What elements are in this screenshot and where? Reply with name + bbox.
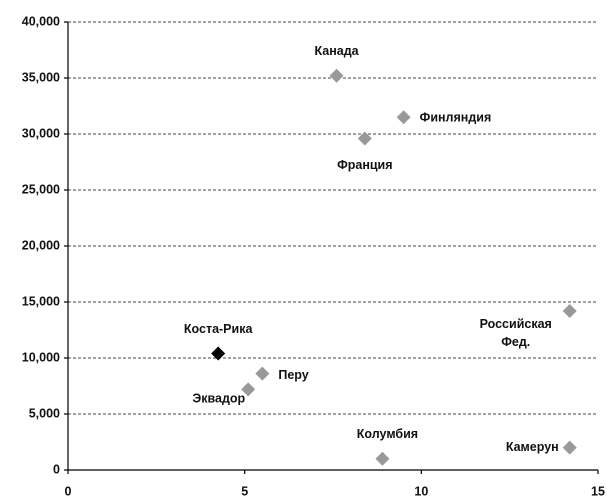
- point: [396, 110, 411, 125]
- y-tick-label: 0: [53, 462, 60, 476]
- x-tick-label: 5: [241, 484, 248, 498]
- point: [255, 366, 270, 381]
- point-label: Российская Фед.: [480, 317, 552, 349]
- y-tick-label: 5,000: [29, 406, 60, 420]
- y-tick-label: 10,000: [22, 350, 60, 364]
- point-label: Коста-Рика: [184, 322, 254, 336]
- point-label: Франция: [337, 158, 392, 172]
- x-tick-label: 0: [65, 484, 72, 498]
- point-label: Финляндия: [420, 110, 492, 124]
- point-label: Колумбия: [357, 427, 418, 441]
- point: [562, 303, 577, 318]
- y-tick-label: 30,000: [22, 126, 60, 140]
- x-tick-label: 10: [414, 484, 428, 498]
- y-tick-label: 35,000: [22, 70, 60, 84]
- point-label: Канада: [314, 44, 359, 58]
- point-label: Камерун: [506, 440, 559, 454]
- point-label: Эквадор: [192, 392, 245, 406]
- point: [241, 382, 256, 397]
- y-tick-label: 25,000: [22, 182, 60, 196]
- point: [375, 451, 390, 466]
- y-tick-label: 15,000: [22, 294, 60, 308]
- y-tick-label: 40,000: [22, 14, 60, 28]
- point: [357, 131, 372, 146]
- point: [329, 68, 344, 83]
- point: [562, 440, 577, 455]
- y-tick-label: 20,000: [22, 238, 60, 252]
- x-tick-label: 15: [591, 484, 605, 498]
- point: [211, 346, 226, 361]
- point-label: Перу: [278, 368, 308, 382]
